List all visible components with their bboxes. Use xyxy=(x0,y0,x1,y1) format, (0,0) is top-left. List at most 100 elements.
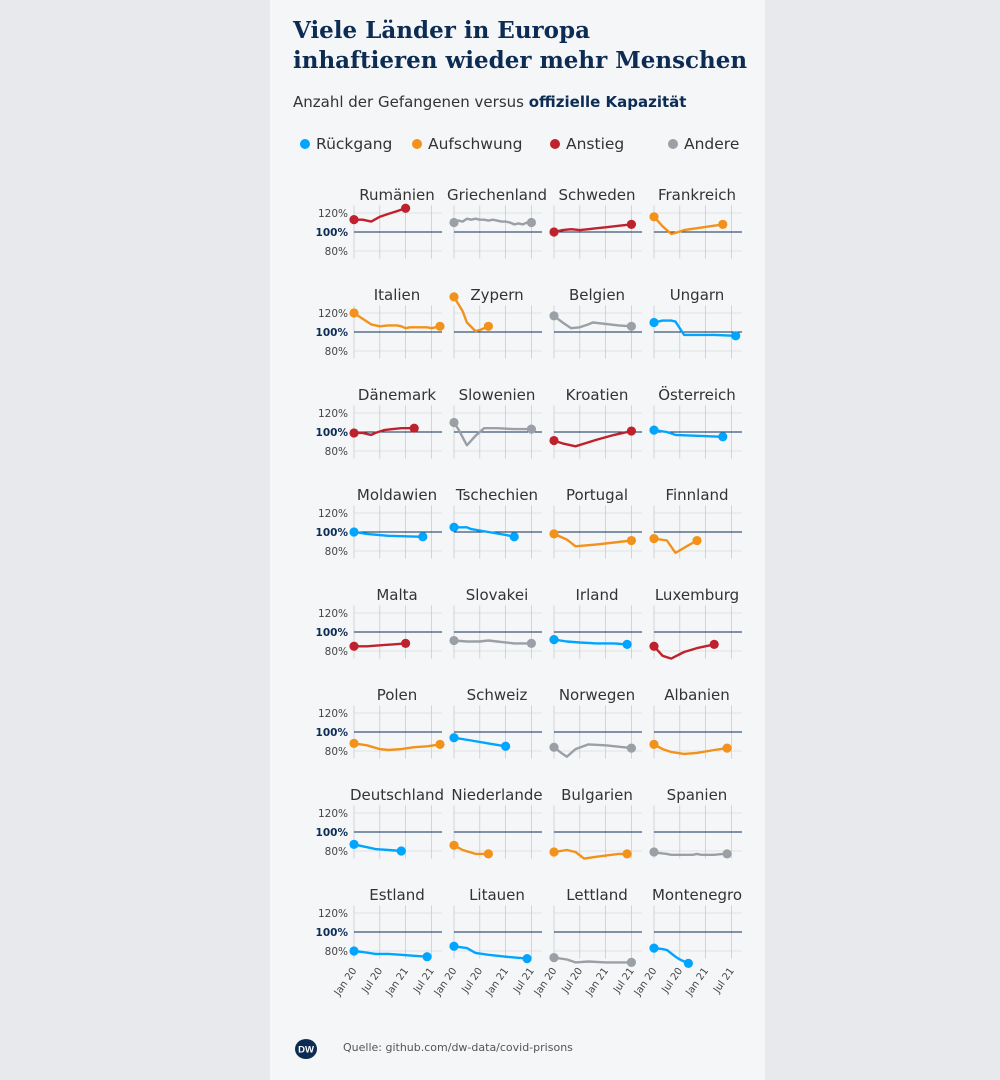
start-point-spanien xyxy=(649,847,659,857)
country-title-bulgarien: Bulgarien xyxy=(561,786,633,804)
start-point-albanien xyxy=(649,739,659,749)
start-point-finnland xyxy=(649,534,659,544)
series-line-bulgarien xyxy=(552,848,629,860)
series-line-rumaenien xyxy=(352,207,407,223)
country-title-montenegro: Montenegro xyxy=(652,886,742,904)
series-line-albanien xyxy=(652,743,729,756)
y-tick-estland-0: 120% xyxy=(318,908,348,920)
start-point-rumaenien xyxy=(349,215,359,225)
start-point-polen xyxy=(349,738,359,749)
dw-logo-icon: DW xyxy=(295,1039,317,1059)
start-point-ungarn xyxy=(649,317,659,328)
series-line-polen xyxy=(352,742,442,752)
series-line-italien xyxy=(352,311,442,330)
country-title-slowenien: Slowenien xyxy=(459,386,536,404)
end-point-norwegen xyxy=(626,743,637,753)
series-line-litauen xyxy=(452,945,529,960)
chart-panel xyxy=(270,0,765,1080)
series-line-montenegro xyxy=(652,946,690,965)
end-point-irland xyxy=(622,639,632,649)
series-line-oesterreich xyxy=(652,428,724,438)
end-point-niederlande xyxy=(483,849,493,859)
series-line-schweiz xyxy=(452,736,507,748)
end-point-oesterreich xyxy=(718,432,728,442)
country-title-daenemark: Dänemark xyxy=(358,386,436,404)
end-point-luxemburg xyxy=(709,639,719,649)
start-point-oesterreich xyxy=(649,425,659,435)
legend-item-anstieg: Anstieg xyxy=(550,135,624,153)
start-point-bulgarien xyxy=(549,847,559,857)
y-tick-deutschland-2: 80% xyxy=(325,846,348,858)
start-point-irland xyxy=(549,635,559,645)
y-tick-italien-0: 120% xyxy=(318,308,348,320)
legend-label-andere: Andere xyxy=(684,135,740,153)
series-line-deutschland xyxy=(352,843,403,853)
country-title-rumaenien: Rumänien xyxy=(359,186,434,204)
end-point-schweiz xyxy=(501,741,511,751)
series-line-ungarn xyxy=(652,319,737,337)
end-point-deutschland xyxy=(396,846,406,856)
series-line-finnland xyxy=(652,537,699,555)
series-line-kroatien xyxy=(552,429,633,448)
country-title-portugal: Portugal xyxy=(566,486,628,504)
end-point-lettland xyxy=(626,957,637,968)
country-title-slovakei: Slovakei xyxy=(466,586,528,604)
start-point-montenegro xyxy=(649,943,659,953)
y-tick-polen-0: 120% xyxy=(318,708,348,720)
x-tick-estland-0: Jan 20 xyxy=(332,966,360,999)
legend-dot-aufschwung xyxy=(412,139,422,149)
legend-item-rueckgang: Rückgang xyxy=(300,135,392,153)
series-line-tschechien xyxy=(452,526,516,538)
start-point-slowenien xyxy=(449,417,459,428)
country-title-spanien: Spanien xyxy=(667,786,728,804)
country-title-belgien: Belgien xyxy=(569,286,625,304)
end-point-polen xyxy=(435,739,445,749)
country-title-norwegen: Norwegen xyxy=(559,686,635,704)
country-title-niederlande: Niederlande xyxy=(451,786,542,804)
x-tick-estland-1: Jul 20 xyxy=(360,966,386,996)
y-tick-malta-2: 80% xyxy=(325,646,348,658)
country-title-italien: Italien xyxy=(374,286,421,304)
x-tick-estland-2: Jan 21 xyxy=(384,966,412,999)
x-tick-montenegro-2: Jan 21 xyxy=(684,966,712,999)
end-point-montenegro xyxy=(683,958,694,968)
y-tick-italien-1: 100% xyxy=(316,327,349,339)
y-tick-deutschland-0: 120% xyxy=(318,808,348,820)
series-line-moldawien xyxy=(352,530,424,538)
end-point-griechenland xyxy=(526,217,537,228)
x-tick-lettland-1: Jul 20 xyxy=(560,966,586,996)
start-point-niederlande xyxy=(449,840,459,850)
start-point-schweiz xyxy=(449,733,459,743)
country-title-litauen: Litauen xyxy=(469,886,525,904)
legend-item-aufschwung: Aufschwung xyxy=(412,135,522,153)
end-point-bulgarien xyxy=(622,849,632,859)
x-tick-montenegro-0: Jan 20 xyxy=(632,966,660,999)
end-point-daenemark xyxy=(409,423,419,433)
y-tick-rumaenien-2: 80% xyxy=(325,246,348,258)
start-point-frankreich xyxy=(649,212,659,222)
start-point-estland xyxy=(349,946,359,956)
end-point-finnland xyxy=(692,535,702,546)
country-title-oesterreich: Österreich xyxy=(658,385,736,404)
end-point-moldawien xyxy=(418,532,428,542)
series-line-luxemburg xyxy=(652,643,716,660)
start-point-norwegen xyxy=(549,742,559,752)
series-line-slovakei xyxy=(452,639,533,645)
start-point-daenemark xyxy=(349,428,359,438)
series-line-lettland xyxy=(552,956,633,964)
y-tick-polen-1: 100% xyxy=(316,727,349,739)
legend-label-aufschwung: Aufschwung xyxy=(428,135,523,153)
legend-dot-rueckgang xyxy=(300,139,310,149)
end-point-schweden xyxy=(626,219,637,229)
legend-dot-andere xyxy=(668,139,678,149)
y-tick-moldawien-1: 100% xyxy=(316,527,349,539)
start-point-malta xyxy=(349,641,359,651)
x-tick-lettland-2: Jan 21 xyxy=(584,966,612,999)
start-point-kroatien xyxy=(549,435,559,446)
series-line-niederlande xyxy=(452,844,490,856)
start-point-tschechien xyxy=(449,522,459,532)
country-title-schweiz: Schweiz xyxy=(467,686,528,704)
country-title-malta: Malta xyxy=(376,586,417,604)
x-tick-lettland-0: Jan 20 xyxy=(532,966,560,999)
start-point-slovakei xyxy=(449,635,459,646)
